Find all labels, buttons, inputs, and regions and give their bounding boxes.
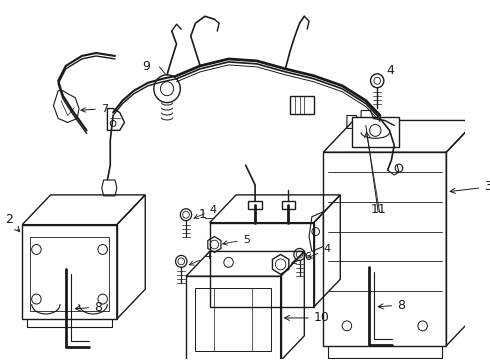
Text: 4: 4: [387, 64, 394, 77]
Text: 5: 5: [223, 234, 250, 245]
Text: 3: 3: [450, 180, 490, 193]
Text: 1: 1: [198, 208, 206, 221]
Text: 8: 8: [75, 301, 102, 314]
Text: 6: 6: [292, 252, 311, 264]
Bar: [352, 117, 399, 147]
Text: 10: 10: [285, 311, 330, 324]
Bar: [282, 201, 295, 209]
Bar: [290, 96, 314, 113]
Bar: [248, 201, 262, 209]
Text: 11: 11: [370, 203, 386, 216]
Text: 4: 4: [194, 205, 217, 219]
Text: 2: 2: [5, 213, 20, 232]
Text: 7: 7: [81, 104, 108, 113]
Text: 9: 9: [142, 60, 150, 73]
Text: 4: 4: [189, 251, 212, 265]
Text: 8: 8: [378, 298, 405, 311]
Text: 4: 4: [308, 244, 330, 258]
